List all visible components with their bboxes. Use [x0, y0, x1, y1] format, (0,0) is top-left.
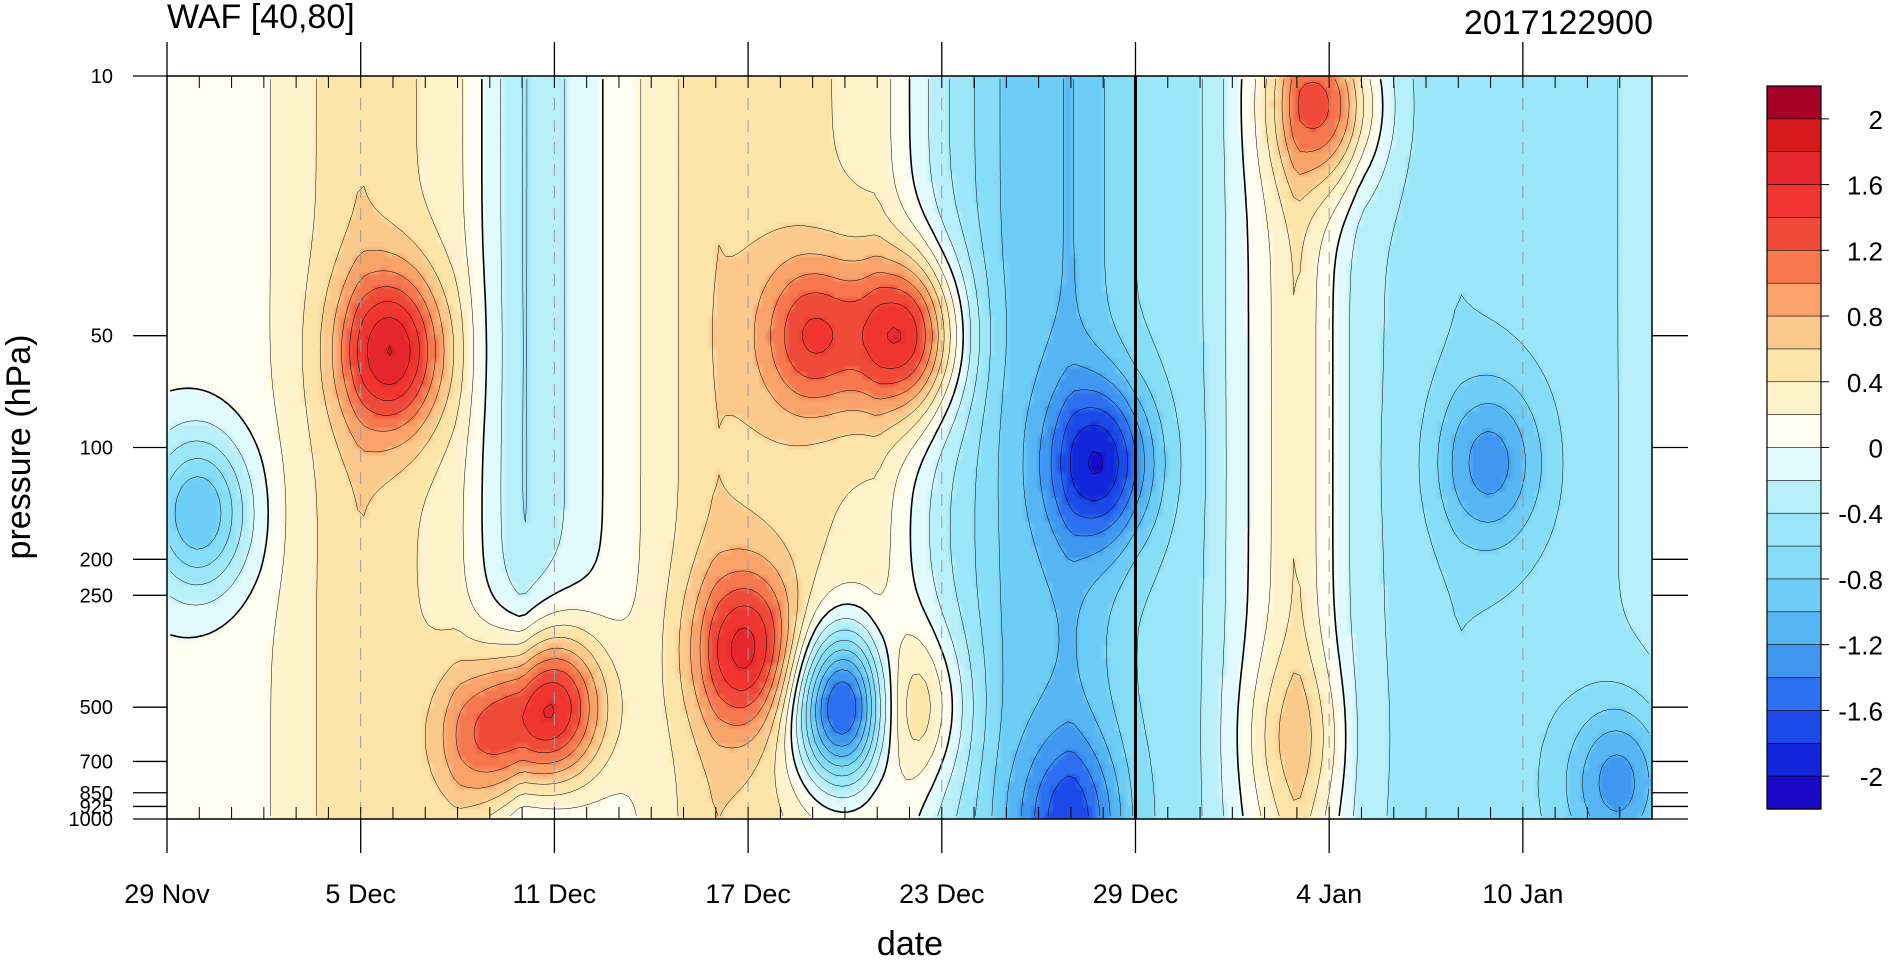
contour-level: [815, 79, 1650, 817]
y-tick-label: 925: [80, 796, 113, 818]
y-tick-label: 100: [80, 438, 113, 460]
colorbar-box: [1766, 414, 1822, 449]
x-tick-label: 17 Dec: [705, 879, 791, 909]
colorbar-label: 1.2: [1847, 236, 1883, 266]
contour-level: [341, 79, 1342, 773]
y-tick-label: 10: [91, 66, 113, 88]
contour-level: [357, 301, 918, 741]
colorbar-label: -2: [1860, 762, 1883, 792]
colorbar-box: [1766, 775, 1822, 810]
x-tick-label: 11 Dec: [513, 879, 597, 909]
colorbar-label: 1.6: [1847, 171, 1883, 201]
colorbar-box: [1766, 118, 1822, 153]
contour-level: [349, 81, 1330, 755]
contour-level: [387, 345, 392, 357]
y-tick-label: 1000: [69, 809, 114, 831]
colorbar-box: [1766, 710, 1822, 744]
colorbar-box: [1766, 250, 1822, 284]
contour-level: [820, 363, 1635, 816]
contour-level: [827, 389, 1137, 816]
colorbar-box: [1766, 447, 1822, 481]
contour-level: [302, 79, 1364, 817]
x-tick-label: 10 Jan: [1482, 879, 1563, 909]
y-tick-label: 200: [80, 549, 113, 571]
colorbar-label: -0.8: [1838, 565, 1883, 595]
colorbar: 2 1.6 1.2 0.8 0.4 0 -0.4 -0.8 -1.2 -1.6 -2: [1766, 85, 1883, 810]
run-label: 2017122900: [1464, 4, 1653, 42]
y-tick-label: 500: [80, 697, 113, 719]
colorbar-box: [1766, 315, 1822, 350]
contour-level: [367, 317, 901, 718]
x-tick-label: 29 Dec: [1093, 879, 1179, 909]
colorbar-label: -0.4: [1838, 499, 1883, 529]
colorbar-label: 0: [1869, 434, 1883, 464]
colorbar-box: [1766, 742, 1822, 777]
colorbar-box: [1766, 381, 1822, 416]
contour-level: [269, 79, 1373, 817]
colorbar-box: [1766, 512, 1822, 547]
x-axis: 29 Nov 5 Dec 11 Dec 17 Dec 23 Dec 29 Dec 4 Jan…: [124, 42, 1653, 909]
contour-level: [170, 79, 1396, 816]
contour-level: [174, 79, 1650, 816]
colorbar-label: 0.4: [1847, 368, 1883, 398]
colorbar-box: [1766, 578, 1822, 613]
contour-level: [331, 79, 1350, 789]
chart-title: WAF [40,80]: [167, 0, 355, 36]
contour-level: [1087, 451, 1103, 475]
colorbar-box: [1766, 151, 1822, 186]
x-tick-label: 5 Dec: [325, 879, 396, 909]
x-axis-title: date: [877, 925, 943, 961]
y-tick-label: 700: [80, 751, 113, 773]
colorbar-label: -1.2: [1838, 631, 1883, 661]
colorbar-box: [1766, 184, 1822, 219]
colorbar-label: 0.8: [1847, 302, 1883, 332]
colorbar-label: -1.6: [1838, 696, 1883, 726]
waf-field-raster: [167, 76, 1652, 819]
colorbar-box: [1766, 644, 1822, 679]
y-tick-label: 50: [91, 326, 113, 348]
y-axis-title: pressure (hPa): [0, 335, 38, 560]
contour-level: [1070, 424, 1119, 501]
contour-level: [1047, 407, 1128, 816]
x-tick-label: 29 Nov: [124, 879, 210, 909]
colorbar-box: [1766, 545, 1822, 580]
contour-level: [170, 78, 1384, 817]
y-tick-label: 250: [80, 585, 113, 607]
colorbar-box: [1766, 677, 1822, 712]
colorbar-label: 2: [1869, 105, 1883, 135]
colorbar-box: [1766, 611, 1822, 646]
x-tick-label: 23 Dec: [899, 879, 985, 909]
contour-lines: [169, 78, 1650, 817]
colorbar-box: [1766, 480, 1822, 514]
colorbar-box: [1766, 282, 1822, 317]
plot-area: [167, 76, 1652, 819]
contour-level: [319, 79, 1357, 817]
colorbar-box: [1766, 85, 1822, 120]
colorbar-box: [1766, 217, 1822, 251]
colorbar-box: [1766, 348, 1822, 383]
x-tick-label: 4 Jan: [1296, 879, 1362, 909]
y-tick-label: 850: [80, 783, 113, 805]
